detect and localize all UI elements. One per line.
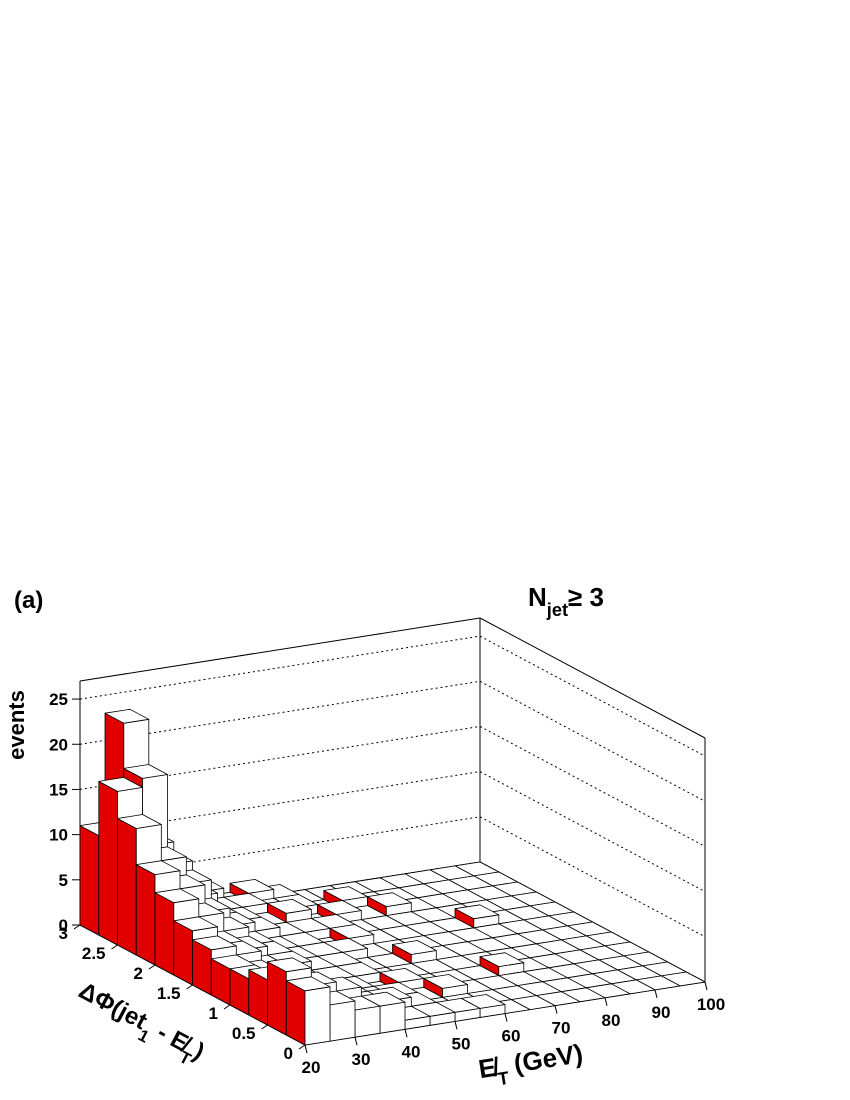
bar-top — [117, 814, 162, 829]
wall-edge — [79, 617, 481, 682]
annotation: Njet≥ 3 — [528, 582, 604, 620]
bar-front — [329, 1000, 356, 1042]
bar-side — [135, 864, 156, 966]
y-tick-label: 1 — [209, 1004, 218, 1023]
x-tick-label: 80 — [602, 1011, 621, 1030]
bar-side — [98, 781, 118, 946]
label-part: N — [528, 582, 547, 612]
tick-mark — [554, 1005, 558, 1014]
tick-mark — [148, 964, 156, 970]
grid-line — [79, 680, 706, 802]
z-tick-label: 25 — [49, 690, 68, 709]
bar-side — [154, 892, 175, 976]
tick-mark — [186, 984, 193, 990]
bar-top — [98, 777, 143, 792]
y-tick-label: 0 — [284, 1044, 293, 1063]
bar-top — [267, 957, 312, 973]
bar-top — [192, 935, 237, 951]
z-tick-label: 0 — [59, 916, 68, 935]
tick-mark — [223, 1004, 231, 1010]
z-axis-label: events — [4, 690, 29, 760]
bar-top — [317, 900, 362, 915]
tick-mark — [354, 1037, 358, 1046]
x-tick-label: 40 — [402, 1042, 421, 1061]
panel-label: (a) — [14, 587, 43, 614]
x-tick-label: 60 — [502, 1027, 521, 1046]
tick-mark — [504, 1013, 508, 1022]
z-tick-label: 15 — [49, 780, 68, 799]
tick-mark — [261, 1024, 268, 1030]
bar-top — [123, 764, 168, 779]
tick-mark — [304, 1044, 308, 1054]
y-tick-label: 3 — [59, 924, 68, 943]
x-tick-label: 20 — [302, 1058, 321, 1077]
x-tick-label: 30 — [352, 1050, 371, 1069]
bar-side — [173, 920, 193, 986]
label-part: jet — [546, 600, 568, 620]
y-tick-label: 2 — [134, 964, 143, 983]
bar-top — [367, 892, 412, 907]
bar-top — [173, 916, 218, 932]
tick-mark — [654, 989, 658, 998]
tick-mark — [454, 1021, 458, 1030]
bar-top — [323, 886, 368, 901]
y-tick-label: 0.5 — [232, 1024, 256, 1043]
label-part: ≥ 3 — [568, 582, 604, 612]
x-tick-label: 100 — [697, 995, 725, 1014]
bar-top — [329, 924, 375, 939]
grid-line — [79, 725, 706, 847]
wall-edge — [479, 617, 706, 739]
bar-top — [135, 860, 181, 875]
grid-line — [79, 635, 706, 757]
x-axis-label: E̸T (GeV) — [476, 1038, 586, 1092]
y-tick-label: 1.5 — [157, 984, 181, 1003]
bar-side — [267, 961, 287, 1036]
z-tick-label: 20 — [49, 735, 68, 754]
bar-side — [285, 980, 306, 1046]
tick-mark — [404, 1029, 408, 1038]
x-tick-label: 90 — [652, 1003, 671, 1022]
bar-top — [267, 899, 312, 914]
bar-top — [379, 968, 425, 983]
tick-mark — [704, 981, 708, 991]
bar-front — [304, 986, 331, 1046]
x-tick-label: 70 — [552, 1019, 571, 1038]
label-part: T — [496, 1068, 510, 1089]
y-tick-label: 2.5 — [82, 944, 106, 963]
bar-front — [379, 1001, 406, 1034]
z-tick-label: 5 — [59, 871, 68, 890]
y-axis-label: ΔΦ(jet1 - E̸T) — [71, 977, 209, 1072]
tick-mark — [298, 1044, 306, 1050]
bar-top — [285, 976, 331, 992]
tick-mark — [73, 924, 81, 930]
bar-side — [79, 825, 100, 936]
bar-top — [229, 879, 275, 894]
bar-top — [454, 904, 500, 920]
bar-top — [154, 888, 200, 904]
bar-top — [392, 940, 437, 955]
tick-mark — [604, 997, 608, 1006]
bar-front — [354, 1005, 381, 1038]
bar-top — [423, 974, 468, 989]
x-tick-label: 50 — [452, 1034, 471, 1053]
bar-top — [479, 952, 525, 967]
bar-side — [117, 818, 137, 956]
bars — [79, 708, 706, 1046]
label-part: ΔΦ(jet — [74, 977, 151, 1035]
bar-top — [104, 708, 150, 724]
tick-mark — [111, 944, 118, 950]
z-tick-label: 10 — [49, 826, 68, 845]
